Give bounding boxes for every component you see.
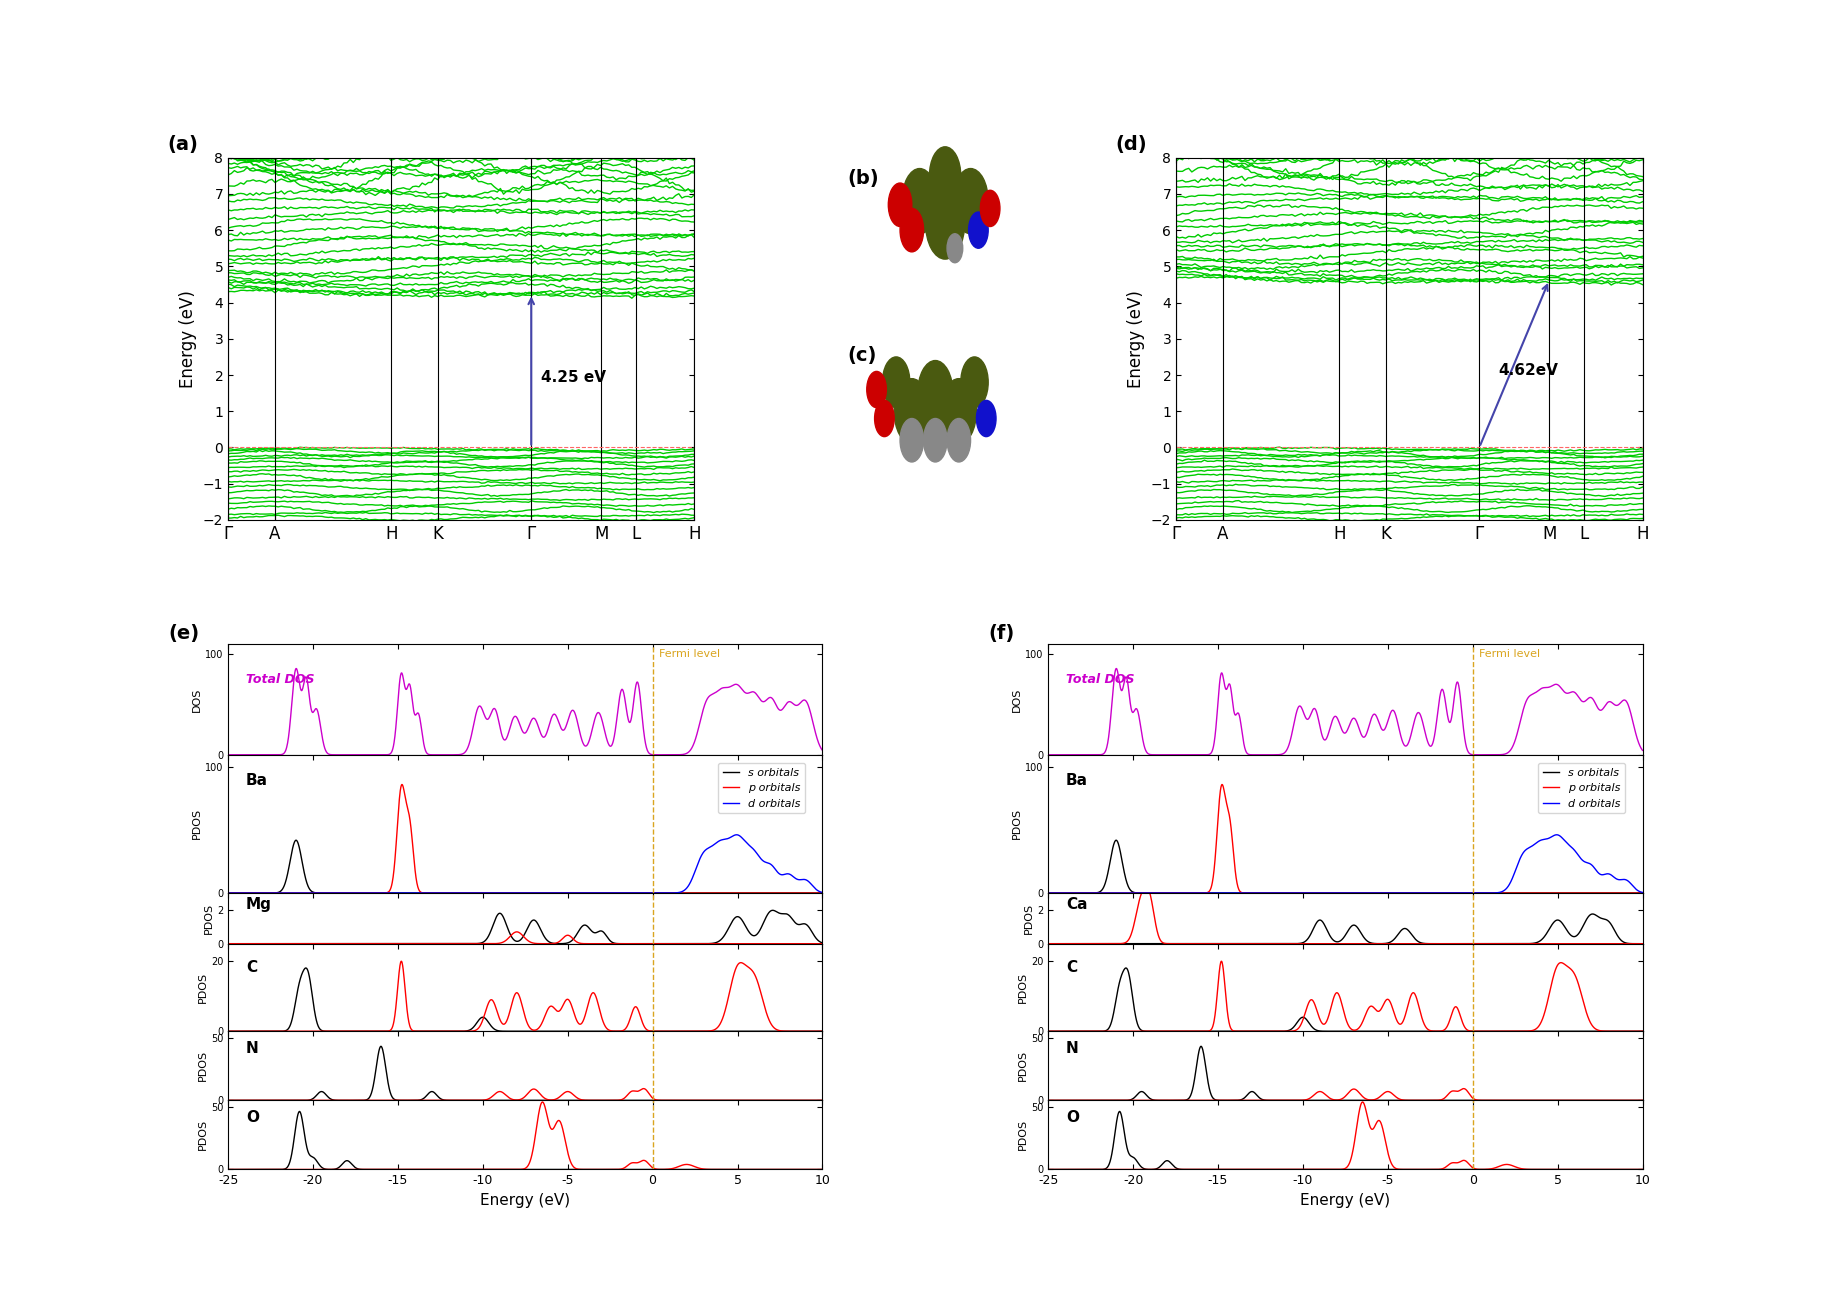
Y-axis label: PDOS: PDOS	[1013, 808, 1022, 840]
Text: (e): (e)	[168, 624, 199, 643]
Text: (b): (b)	[847, 168, 880, 188]
Text: N: N	[246, 1042, 259, 1056]
Y-axis label: PDOS: PDOS	[1018, 1120, 1027, 1151]
Circle shape	[900, 209, 923, 252]
Y-axis label: PDOS: PDOS	[199, 972, 208, 1003]
Circle shape	[960, 357, 987, 407]
Circle shape	[976, 401, 996, 436]
Text: Ca: Ca	[1066, 897, 1088, 912]
Text: Ba: Ba	[1066, 773, 1088, 788]
Text: (d): (d)	[1115, 135, 1148, 155]
Circle shape	[942, 378, 976, 444]
Circle shape	[883, 357, 911, 407]
Circle shape	[923, 418, 947, 463]
Text: O: O	[246, 1110, 259, 1126]
Circle shape	[867, 372, 887, 407]
Circle shape	[918, 360, 953, 426]
Circle shape	[929, 147, 960, 205]
Text: (c): (c)	[847, 346, 876, 365]
Circle shape	[900, 418, 923, 463]
Circle shape	[953, 168, 987, 234]
Circle shape	[874, 401, 894, 436]
Text: C: C	[246, 959, 257, 975]
X-axis label: Energy (eV): Energy (eV)	[480, 1193, 571, 1208]
Text: O: O	[1066, 1110, 1079, 1126]
Y-axis label: PDOS: PDOS	[204, 903, 214, 934]
Y-axis label: Energy (eV): Energy (eV)	[1128, 290, 1146, 388]
Circle shape	[947, 234, 964, 263]
Y-axis label: PDOS: PDOS	[1018, 972, 1027, 1003]
Text: C: C	[1066, 959, 1077, 975]
Y-axis label: PDOS: PDOS	[192, 808, 203, 840]
Text: Fermi level: Fermi level	[1478, 649, 1540, 660]
Circle shape	[980, 191, 1000, 226]
Legend: s orbitals, p orbitals, d orbitals: s orbitals, p orbitals, d orbitals	[719, 763, 805, 813]
X-axis label: Energy (eV): Energy (eV)	[1299, 1193, 1391, 1208]
Y-axis label: DOS: DOS	[1013, 687, 1022, 712]
Text: Mg: Mg	[246, 897, 272, 912]
Circle shape	[889, 183, 912, 226]
Y-axis label: PDOS: PDOS	[1018, 1050, 1027, 1081]
Y-axis label: PDOS: PDOS	[199, 1050, 208, 1081]
Y-axis label: PDOS: PDOS	[1024, 903, 1035, 934]
Text: 4.62eV: 4.62eV	[1498, 363, 1559, 378]
Text: N: N	[1066, 1042, 1079, 1056]
Circle shape	[969, 212, 987, 248]
Y-axis label: DOS: DOS	[192, 687, 203, 712]
Text: Total DOS: Total DOS	[246, 673, 314, 686]
Circle shape	[947, 418, 971, 463]
Circle shape	[902, 168, 938, 234]
Circle shape	[925, 187, 965, 259]
Text: 4.25 eV: 4.25 eV	[540, 371, 606, 385]
Text: (a): (a)	[168, 135, 199, 155]
Y-axis label: PDOS: PDOS	[199, 1120, 208, 1151]
Text: Total DOS: Total DOS	[1066, 673, 1135, 686]
Text: Ba: Ba	[246, 773, 268, 788]
Text: Fermi level: Fermi level	[659, 649, 719, 660]
Circle shape	[894, 378, 929, 444]
Legend: s orbitals, p orbitals, d orbitals: s orbitals, p orbitals, d orbitals	[1538, 763, 1624, 813]
Y-axis label: Energy (eV): Energy (eV)	[179, 290, 197, 388]
Text: (f): (f)	[989, 624, 1015, 643]
